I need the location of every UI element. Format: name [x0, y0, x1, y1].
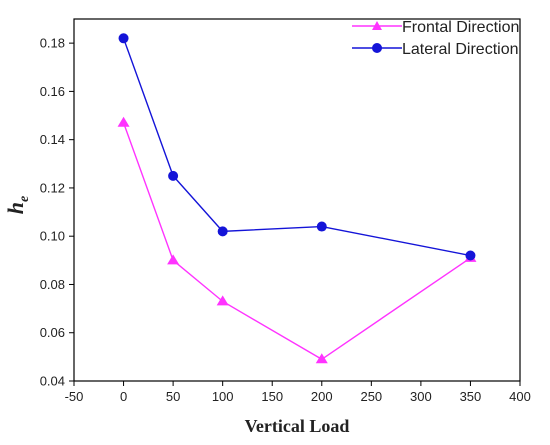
x-tick-label: 150 — [261, 389, 283, 404]
x-tick-label: 350 — [460, 389, 482, 404]
x-axis-ticks: -50 0 50 100 150 200 250 300 350 400 — [65, 381, 531, 404]
series-line-lateral — [122, 38, 471, 257]
x-tick-label: 50 — [166, 389, 180, 404]
x-tick-label: 250 — [360, 389, 382, 404]
y-tick-label: 0.18 — [40, 36, 65, 51]
data-point-triangle — [315, 353, 328, 364]
y-tick-label: 0.16 — [40, 84, 65, 99]
data-point-circle — [217, 226, 228, 237]
legend-label-lateral: Lateral Direction — [402, 41, 519, 58]
y-axis-label-main: h — [3, 202, 28, 214]
y-tick-label: 0.06 — [40, 325, 65, 340]
data-point-circle — [118, 33, 129, 44]
legend-circle-marker — [372, 43, 382, 53]
legend-triangle-marker — [372, 21, 382, 30]
y-axis-ticks: 0.04 0.06 0.08 0.10 0.12 0.14 0.16 0.18 — [40, 36, 74, 389]
x-tick-label: 300 — [410, 389, 432, 404]
series-line-frontal — [122, 122, 471, 361]
data-point-circle — [316, 221, 327, 232]
x-tick-label: 100 — [212, 389, 234, 404]
data-point-triangle — [216, 295, 229, 306]
data-point-triangle — [117, 116, 130, 127]
data-point-circle — [168, 170, 179, 181]
data-point-circle — [465, 250, 476, 261]
y-axis-label: he — [3, 196, 32, 214]
y-tick-label: 0.12 — [40, 180, 65, 195]
legend-label-frontal: Frontal Direction — [402, 19, 519, 36]
y-tick-label: 0.10 — [40, 229, 65, 244]
y-tick-label: 0.04 — [40, 374, 65, 389]
data-point-triangle — [167, 254, 180, 265]
x-tick-label: 200 — [311, 389, 333, 404]
series-layer — [117, 33, 477, 364]
x-tick-label: -50 — [65, 389, 84, 404]
legend: Frontal Direction Lateral Direction — [352, 19, 519, 58]
y-axis-label-subscript: e — [17, 196, 32, 202]
x-tick-label: 400 — [509, 389, 531, 404]
plot-frame — [73, 18, 521, 382]
x-tick-label: 0 — [120, 389, 127, 404]
y-tick-label: 0.14 — [40, 132, 65, 147]
x-axis-label: Vertical Load — [245, 416, 350, 436]
y-tick-label: 0.08 — [40, 277, 65, 292]
